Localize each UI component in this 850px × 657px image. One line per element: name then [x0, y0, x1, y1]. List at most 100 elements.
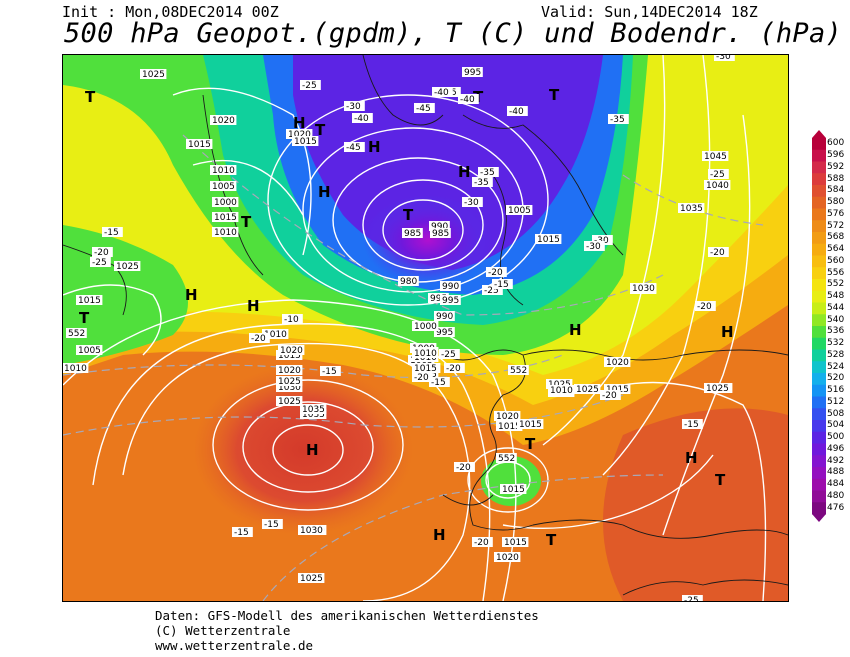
high-core — [193, 365, 413, 535]
legend-swatch — [812, 349, 826, 362]
pressure-label: 990 — [442, 282, 459, 292]
pressure-label: 1015 — [188, 140, 211, 150]
temperature-label: -20 — [414, 373, 429, 383]
pressure-label-box — [704, 180, 731, 190]
pressure-label: 1035 — [680, 204, 703, 214]
pressure-label: 1010 — [212, 166, 235, 176]
high-marker: H — [569, 321, 582, 339]
legend-swatch — [812, 161, 826, 174]
pressure-label-box — [502, 537, 529, 547]
pressure-label-box — [548, 385, 575, 395]
temperature-label: -30 — [464, 198, 479, 208]
pressure-label-box — [402, 228, 423, 238]
pressure-label: 1015 — [278, 351, 301, 361]
pressure-label-box — [300, 404, 327, 414]
legend-tick-label: 508 — [827, 408, 845, 419]
pressure-label: 990 — [436, 312, 453, 322]
temperature-label: -45 — [346, 143, 361, 153]
legend-tick-label: 500 — [827, 432, 845, 443]
legend-swatch — [812, 208, 826, 221]
pressure-label-box — [494, 411, 521, 421]
pressure-label: 1030 — [632, 284, 655, 294]
legend-tick-label: 532 — [827, 338, 845, 349]
pressure-label: 1025 — [116, 262, 139, 272]
legend-swatch — [812, 279, 826, 292]
legend-swatch — [812, 478, 826, 491]
legend-tick-label: 484 — [827, 479, 845, 490]
temperature-label: -35 — [474, 178, 489, 188]
temperature-label-box — [714, 55, 735, 61]
temperature-label-box — [472, 537, 493, 547]
geopotential-label: 552 — [68, 329, 85, 339]
high-marker: H — [318, 183, 331, 201]
high-marker: H — [685, 449, 698, 467]
pressure-centers: H H H H H H H H H H H T T T T T T T T T … — [79, 86, 734, 549]
pressure-label-box — [546, 379, 573, 389]
temperature-label: -25 — [684, 596, 699, 601]
geopotential-label-box — [508, 365, 529, 375]
temperature-label-box — [592, 235, 613, 245]
temperature-label: -15 — [431, 378, 446, 388]
legend-tick-label: 564 — [827, 244, 845, 255]
website-link[interactable]: www.wetterzentrale.de — [155, 638, 314, 653]
temperature-label-box — [608, 114, 629, 124]
high-marker: H — [721, 323, 734, 341]
temperature-label-box — [432, 87, 453, 97]
low-core — [363, 195, 493, 285]
pressure-label-box — [63, 363, 89, 373]
pressure-label-box — [278, 345, 305, 355]
temperature-label: -20 — [94, 248, 109, 258]
temperature-label-box — [600, 390, 621, 400]
legend-tick-label: 516 — [827, 385, 845, 396]
pressure-label-box — [140, 69, 167, 79]
pressure-label-box — [298, 525, 325, 535]
temperature-label-box — [486, 267, 507, 277]
pressure-label: 1020 — [496, 553, 519, 563]
legend-tick-label: 556 — [827, 267, 845, 278]
temperature-label-box — [682, 419, 703, 429]
pressure-label: 985 — [404, 229, 421, 239]
temperature-label: -25 — [92, 258, 107, 268]
pressure-label-box — [678, 203, 705, 213]
legend-swatch — [812, 443, 826, 456]
high-marker: H — [293, 114, 306, 132]
legend-tick-label: 520 — [827, 373, 845, 384]
pressure-label: 1015 — [504, 538, 527, 548]
temperature-label: -20 — [697, 302, 712, 312]
pressure-label: 1025 — [706, 384, 729, 394]
legend-swatch — [812, 302, 826, 315]
valid-time: Valid: Sun,14DEC2014 18Z — [541, 3, 758, 21]
legend-tick-label: 588 — [827, 173, 845, 184]
color-legend: 600 596 592 588 584 580 576 572 568 564 560 556 552 5… — [812, 130, 850, 530]
pressure-label-box — [76, 295, 103, 305]
legend-tick-label: 492 — [827, 455, 845, 466]
low-marker: T — [403, 206, 414, 224]
pressure-label: 1015 — [78, 296, 101, 306]
legend-tick-label: 596 — [827, 150, 845, 161]
temperature-label: -35 — [480, 168, 495, 178]
temperature-label-box — [90, 257, 111, 267]
pressure-label-box — [398, 276, 419, 286]
pressure-label-box — [286, 129, 313, 139]
pressure-label-box — [276, 396, 303, 406]
pressure-label-box — [212, 197, 239, 207]
pressure-label: 995 — [430, 294, 447, 304]
pressure-label: 1020 — [288, 130, 311, 140]
temperature-label-box — [492, 279, 513, 289]
temperature-label-box — [482, 285, 503, 295]
low-marker: T — [715, 471, 726, 489]
legend-swatch — [812, 149, 826, 162]
pressure-label: 995 — [464, 68, 481, 78]
pressure-label-box — [276, 382, 303, 392]
pressure-label-box — [494, 552, 521, 562]
pressure-label: 985 — [432, 229, 449, 239]
high-marker: H — [433, 526, 446, 544]
pressure-label: 1015 — [414, 364, 437, 374]
pressure-label: 1000 — [414, 322, 437, 332]
pressure-label-box — [210, 115, 237, 125]
pressure-label: 1010 — [264, 330, 287, 340]
temperature-label-box — [232, 527, 253, 537]
pressure-label-box — [506, 205, 533, 215]
legend-swatch — [812, 326, 826, 339]
geopotential-label-box — [496, 453, 517, 463]
